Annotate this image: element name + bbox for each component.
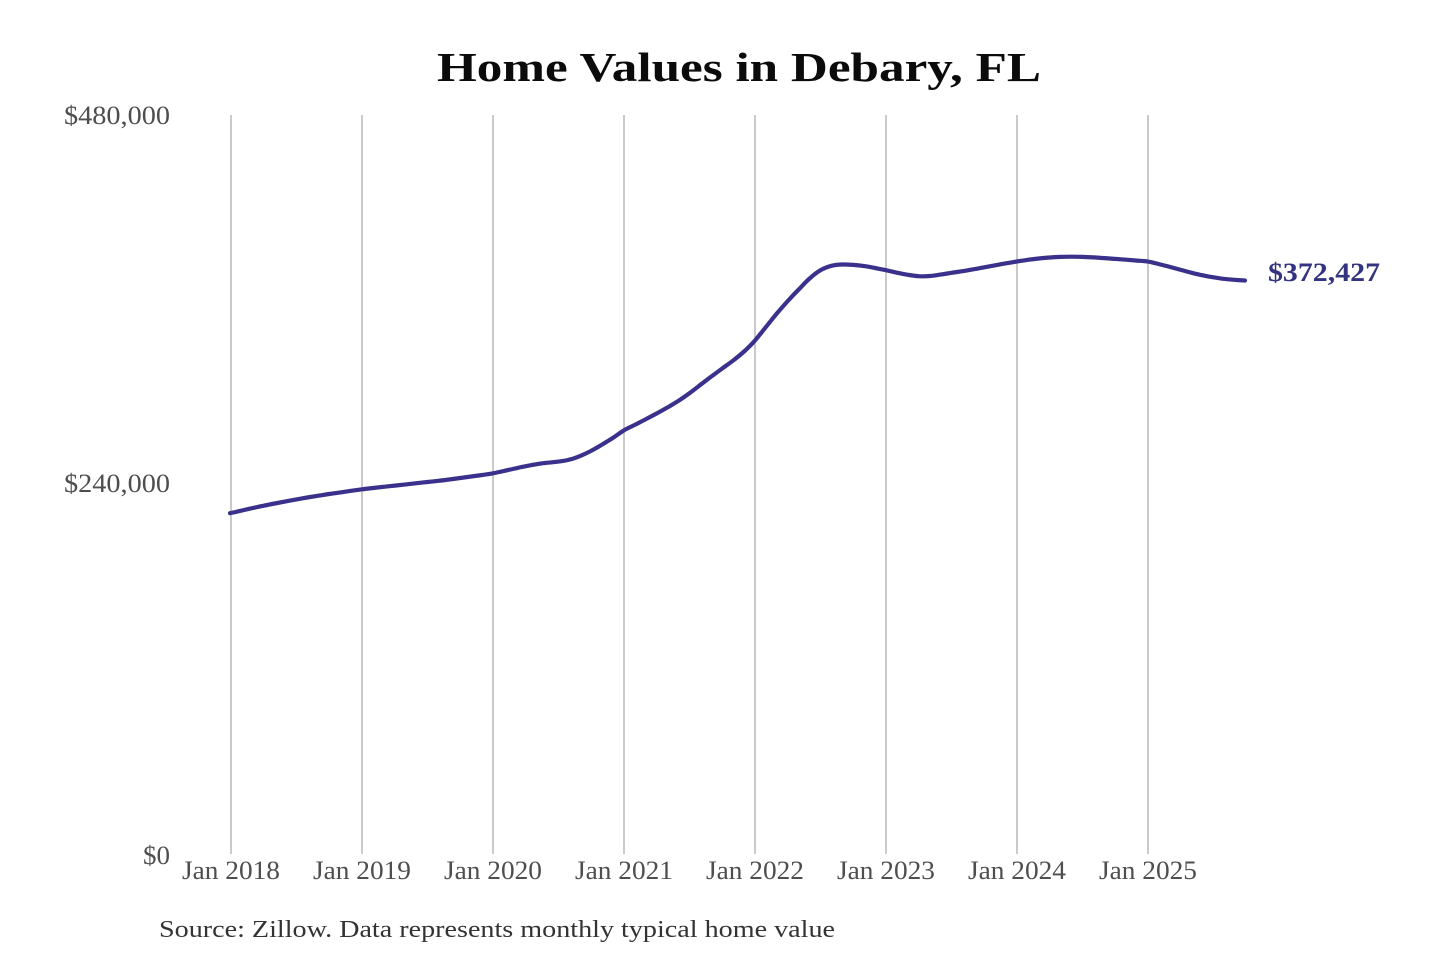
svg-text:Source: Zillow. Data represent: Source: Zillow. Data represents monthly … xyxy=(159,917,835,943)
svg-text:Jan 2020: Jan 2020 xyxy=(444,856,542,885)
svg-text:Jan 2021: Jan 2021 xyxy=(575,856,673,885)
svg-text:$0: $0 xyxy=(143,841,170,870)
svg-text:Home Values in Debary, FL: Home Values in Debary, FL xyxy=(437,44,1041,90)
svg-text:$480,000: $480,000 xyxy=(64,101,170,130)
svg-text:Jan 2019: Jan 2019 xyxy=(313,856,411,885)
svg-text:Jan 2023: Jan 2023 xyxy=(837,856,935,885)
svg-text:$240,000: $240,000 xyxy=(64,469,170,498)
svg-text:Jan 2018: Jan 2018 xyxy=(182,856,280,885)
svg-text:Jan 2022: Jan 2022 xyxy=(706,856,804,885)
svg-text:Jan 2025: Jan 2025 xyxy=(1099,856,1197,885)
svg-text:Jan 2024: Jan 2024 xyxy=(968,856,1066,885)
svg-text:$372,427: $372,427 xyxy=(1268,258,1380,287)
